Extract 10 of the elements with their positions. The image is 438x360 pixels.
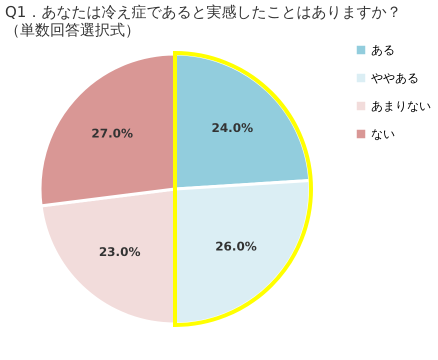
legend-label: ある xyxy=(371,43,395,57)
legend-label: ややある xyxy=(371,71,419,85)
legend-label: あまりない xyxy=(371,99,431,113)
chart-title: Q1．あなたは冷え症であると実感したことはありますか？ xyxy=(5,3,402,21)
data-label: 23.0% xyxy=(98,244,140,259)
data-label: 26.0% xyxy=(215,239,257,254)
chart-subtitle: （単数回答選択式） xyxy=(5,21,140,39)
data-label: 24.0% xyxy=(211,120,254,135)
data-label: 27.0% xyxy=(91,126,134,141)
legend-label: ない xyxy=(371,127,395,141)
